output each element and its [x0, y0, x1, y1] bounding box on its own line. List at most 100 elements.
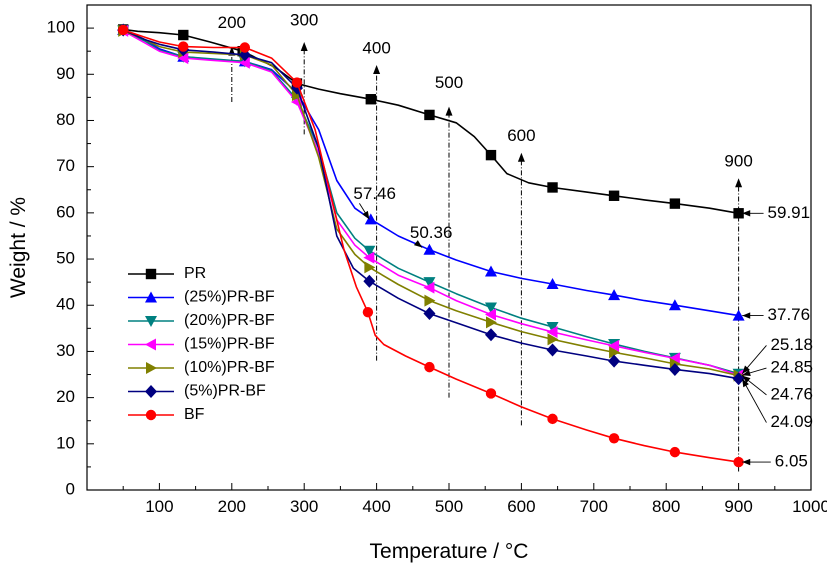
- x-tick-label: 100: [145, 497, 173, 516]
- data-point-15-pr-bf: [668, 352, 680, 365]
- legend-item-25-pr-bf: (25%)PR-BF: [128, 289, 275, 306]
- data-point-bf: [362, 306, 374, 318]
- x-tick-label: 200: [218, 497, 246, 516]
- annotation-arrow-head: [362, 210, 370, 220]
- x-tick-label: 700: [580, 497, 608, 516]
- series-lines: [117, 23, 745, 468]
- temp-marker-arrow-600: [517, 152, 525, 162]
- data-point-15-pr-bf: [546, 326, 558, 339]
- data-point-pr: [547, 182, 558, 193]
- data-point-25-pr-bf: [608, 289, 621, 301]
- legend-marker: [145, 385, 157, 398]
- legend-item-5-pr-bf: (5%)PR-BF: [128, 383, 266, 400]
- x-axis-title: Temperature / °C: [370, 540, 529, 563]
- value-annotations: 57.46 50.36 59.91 37.76 25.18 24.85 24.76 24.09…: [353, 184, 813, 471]
- value-annotation: 37.76: [768, 305, 811, 324]
- data-point-5-pr-bf: [423, 307, 436, 321]
- legend-item-15-pr-bf: (15%)PR-BF: [128, 336, 275, 353]
- temp-marker-arrow-500: [445, 106, 453, 116]
- value-annotation: 24.76: [770, 384, 813, 403]
- data-point-20-pr-bf: [546, 321, 559, 333]
- temp-marker-label-600: 600: [507, 126, 535, 145]
- annotation-arrow-head: [413, 240, 423, 248]
- y-tick-label: 100: [47, 18, 75, 37]
- data-point-10-pr-bf: [609, 346, 621, 359]
- data-point-25-pr-bf: [546, 277, 559, 289]
- temp-marker-label-900: 900: [724, 152, 752, 171]
- data-point-15-pr-bf: [177, 52, 189, 65]
- x-tick-label: 800: [652, 497, 680, 516]
- data-point-5-pr-bf: [484, 328, 497, 342]
- data-point-10-pr-bf: [547, 333, 559, 346]
- data-point-5-pr-bf: [732, 372, 745, 386]
- data-point-pr: [608, 190, 620, 201]
- data-point-bf: [485, 388, 497, 399]
- annotation-arrow-head: [742, 210, 751, 217]
- data-point-pr: [365, 94, 377, 105]
- data-point-bf: [608, 433, 620, 444]
- x-tick-label: 300: [290, 497, 318, 516]
- temperature-markers: 200 300 400 500 600 900: [218, 11, 753, 472]
- data-point-15-pr-bf: [608, 339, 620, 352]
- data-point-15-pr-bf: [484, 308, 496, 321]
- data-point-pr: [485, 149, 497, 161]
- legend-label: (15%)PR-BF: [184, 336, 275, 353]
- data-point-pr: [733, 208, 744, 219]
- legend-marker: [145, 291, 157, 303]
- value-annotation: 57.46: [353, 184, 396, 203]
- legend-item-bf: BF: [128, 406, 205, 423]
- value-annotation: 6.05: [775, 452, 808, 471]
- data-point-15-pr-bf: [238, 56, 250, 69]
- value-annotation: 25.18: [770, 335, 813, 354]
- legend-item-10-pr-bf: (10%)PR-BF: [128, 359, 275, 376]
- series-line-pr: [123, 28, 739, 215]
- data-point-5-pr-bf: [363, 274, 376, 288]
- y-tick-label: 70: [56, 156, 75, 175]
- series-line-25-pr-bf: [122, 29, 739, 317]
- temp-marker-label-300: 300: [290, 11, 318, 30]
- data-point-10-pr-bf: [424, 294, 436, 307]
- data-point-bf: [733, 456, 744, 468]
- value-annotation: 24.85: [770, 358, 813, 377]
- y-tick-label: 90: [56, 64, 75, 83]
- y-tick-label: 80: [56, 110, 75, 129]
- x-tick-label: 900: [724, 497, 752, 516]
- data-point-bf: [239, 42, 251, 53]
- legend-marker: [145, 268, 157, 280]
- y-tick-label: 0: [66, 479, 75, 498]
- temp-marker-label-500: 500: [435, 73, 463, 92]
- data-point-pr: [178, 29, 189, 41]
- y-tick-label: 10: [56, 433, 75, 452]
- legend-marker: [145, 409, 157, 421]
- series-line-10-pr-bf: [122, 30, 739, 377]
- data-point-10-pr-bf: [364, 261, 376, 274]
- data-point-25-pr-bf: [668, 299, 681, 311]
- value-annotation: 24.09: [770, 412, 813, 431]
- data-point-bf: [669, 446, 681, 458]
- temp-marker-label-400: 400: [362, 38, 390, 57]
- data-point-5-pr-bf: [668, 362, 681, 376]
- series-line-20-pr-bf: [122, 29, 739, 375]
- data-point-pr: [669, 198, 681, 209]
- legend-marker: [145, 316, 157, 327]
- data-point-5-pr-bf: [546, 343, 559, 357]
- y-tick-label: 40: [56, 295, 75, 314]
- temp-marker-arrow-400: [373, 65, 381, 75]
- data-point-25-pr-bf: [732, 309, 745, 321]
- x-tick-label: 500: [435, 497, 463, 516]
- value-annotation: 50.36: [410, 223, 453, 242]
- temp-marker-arrow-900: [735, 178, 743, 188]
- data-point-15-pr-bf: [423, 281, 435, 294]
- annotation-arrow-head: [742, 369, 751, 377]
- legend-label: (20%)PR-BF: [184, 312, 275, 329]
- annotation-arrow-head: [742, 365, 750, 374]
- data-point-5-pr-bf: [608, 354, 621, 368]
- legend: PR (25%)PR-BF (20%)PR-BF (15%)PR-BF (10%)PR-…: [128, 265, 275, 423]
- legend-item-pr: PR: [128, 265, 206, 282]
- series-5-pr-bf: [117, 23, 745, 386]
- legend-item-20-pr-bf: (20%)PR-BF: [128, 312, 275, 329]
- y-tick-label: 20: [56, 387, 75, 406]
- data-point-bf: [547, 413, 558, 425]
- legend-label: PR: [184, 265, 206, 282]
